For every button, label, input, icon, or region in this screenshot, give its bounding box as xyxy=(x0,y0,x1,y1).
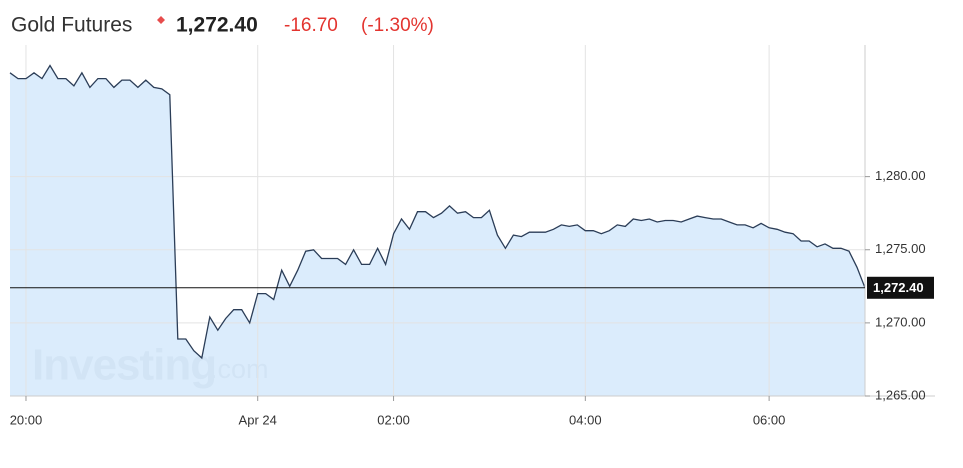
area xyxy=(10,65,865,396)
x-tick-label: 02:00 xyxy=(377,412,410,427)
price-line xyxy=(9,64,866,360)
price: 1,272.40 xyxy=(176,14,258,37)
x-tick-label: Apr 24 xyxy=(239,412,277,427)
current-price-box xyxy=(867,276,934,299)
change: -16.70 xyxy=(284,15,338,36)
y-tick-label: 1,265.00 xyxy=(875,387,926,402)
y-tick-label: 1,280.00 xyxy=(875,168,926,183)
change-pct: (-1.30%) xyxy=(361,15,434,36)
x-tick-label: 20:00 xyxy=(10,412,43,427)
x-tick-label: 06:00 xyxy=(753,412,786,427)
y-tick-label: 1,270.00 xyxy=(875,314,926,329)
down-icon xyxy=(157,16,165,24)
x-tick-label: 04:00 xyxy=(569,412,602,427)
y-tick-label: 1,275.00 xyxy=(875,241,926,256)
current-price-label: 1,272.40 xyxy=(873,280,924,295)
title: Gold Futures xyxy=(11,14,132,37)
